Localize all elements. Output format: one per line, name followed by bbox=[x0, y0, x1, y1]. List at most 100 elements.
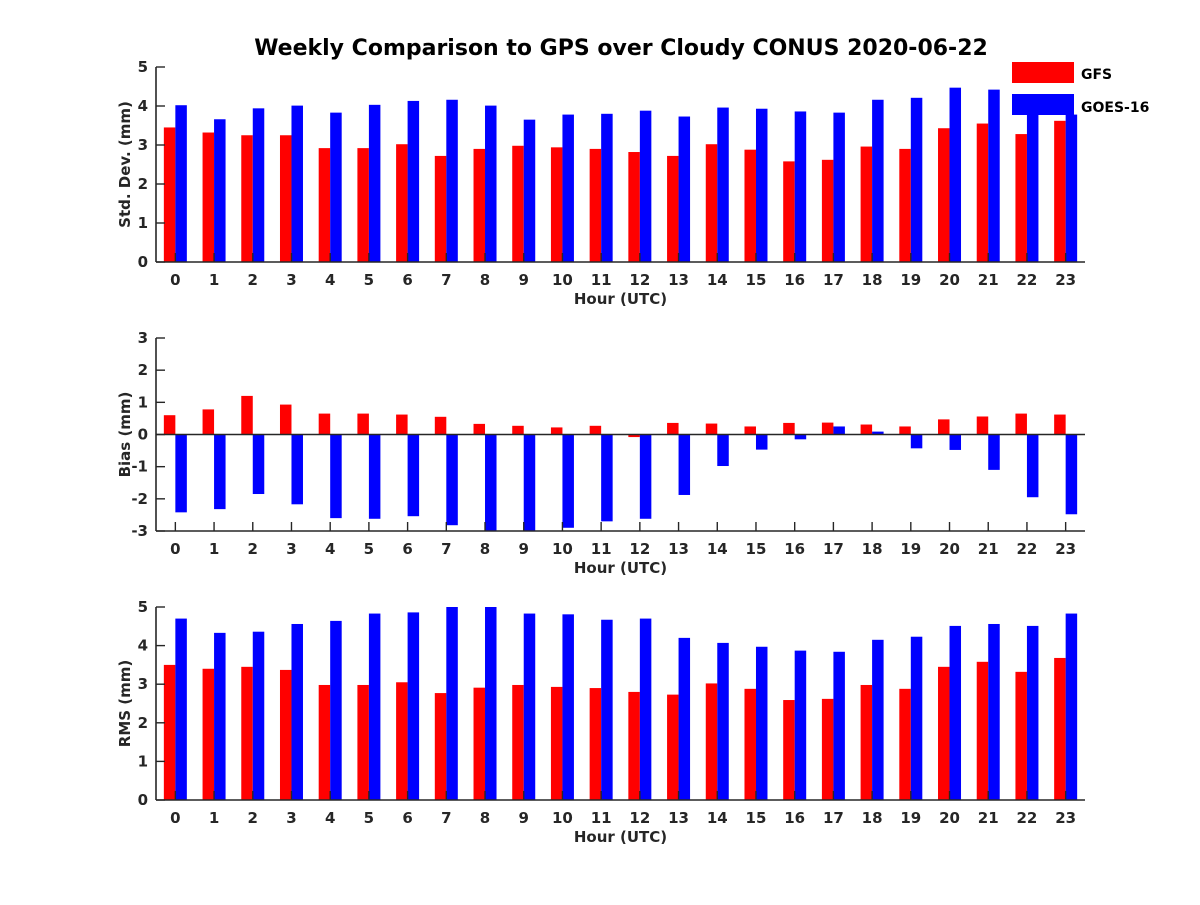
bar-goes16-0 bbox=[175, 434, 187, 513]
bar-gfs-23 bbox=[1054, 414, 1066, 435]
bar-goes16-6 bbox=[407, 434, 420, 517]
x-tick-label: 13 bbox=[668, 809, 689, 827]
bar-goes16-10 bbox=[562, 114, 574, 262]
x-tick-label: 0 bbox=[170, 540, 180, 558]
bar-gfs-3 bbox=[279, 404, 292, 435]
bar-goes16-10 bbox=[562, 434, 574, 528]
bar-goes16-15 bbox=[755, 108, 768, 262]
x-tick-label: 20 bbox=[939, 809, 960, 827]
bar-gfs-22 bbox=[1015, 413, 1027, 435]
bar-gfs-6 bbox=[396, 682, 408, 800]
x-tick-label: 10 bbox=[552, 540, 573, 558]
bar-gfs-9 bbox=[512, 425, 524, 435]
y-tick-label: -1 bbox=[131, 458, 148, 476]
y-tick-label: 0 bbox=[138, 791, 148, 809]
bar-goes16-7 bbox=[446, 99, 458, 262]
bar-gfs-5 bbox=[357, 684, 369, 800]
x-tick-label: 0 bbox=[170, 271, 180, 289]
bar-gfs-8 bbox=[473, 687, 486, 800]
bar-goes16-19 bbox=[910, 434, 923, 449]
x-tick-label: 11 bbox=[591, 809, 612, 827]
bar-goes16-21 bbox=[988, 434, 1000, 470]
y-tick-label: 4 bbox=[138, 97, 148, 115]
x-tick-label: 5 bbox=[364, 540, 374, 558]
bar-goes16-22 bbox=[1026, 625, 1039, 800]
x-tick-label: 0 bbox=[170, 809, 180, 827]
bar-goes16-8 bbox=[485, 434, 497, 531]
y-tick-label: -3 bbox=[131, 522, 148, 540]
x-tick-label: 22 bbox=[1017, 271, 1038, 289]
x-tick-label: 2 bbox=[248, 809, 258, 827]
x-tick-label: 3 bbox=[286, 540, 296, 558]
bar-gfs-16 bbox=[783, 700, 795, 800]
bar-gfs-12 bbox=[628, 691, 640, 800]
bar-goes16-22 bbox=[1026, 434, 1039, 498]
bar-gfs-22 bbox=[1015, 671, 1027, 800]
bar-goes16-7 bbox=[446, 607, 458, 800]
y-tick-label: 2 bbox=[138, 361, 148, 379]
bar-goes16-7 bbox=[446, 434, 458, 526]
x-tick-label: 6 bbox=[402, 540, 412, 558]
x-tick-label: 18 bbox=[862, 540, 883, 558]
bar-goes16-13 bbox=[678, 637, 691, 800]
x-tick-label: 1 bbox=[209, 540, 219, 558]
bar-goes16-9 bbox=[523, 613, 536, 800]
x-tick-label: 20 bbox=[939, 540, 960, 558]
bar-gfs-11 bbox=[589, 688, 602, 800]
bar-goes16-23 bbox=[1065, 114, 1078, 262]
x-tick-label: 14 bbox=[707, 271, 728, 289]
x-tick-label: 16 bbox=[784, 540, 805, 558]
x-tick-label: 11 bbox=[591, 271, 612, 289]
bar-gfs-14 bbox=[705, 144, 718, 262]
x-tick-label: 19 bbox=[900, 540, 921, 558]
x-tick-label: 10 bbox=[552, 809, 573, 827]
bar-goes16-0 bbox=[175, 618, 187, 800]
bar-gfs-17 bbox=[821, 422, 834, 435]
bar-goes16-2 bbox=[252, 631, 265, 800]
x-tick-label: 8 bbox=[480, 809, 490, 827]
bar-gfs-13 bbox=[667, 422, 679, 435]
x-tick-label: 23 bbox=[1055, 809, 1076, 827]
bar-goes16-14 bbox=[717, 642, 729, 800]
x-tick-label: 4 bbox=[325, 540, 335, 558]
bar-gfs-10 bbox=[550, 686, 563, 800]
bar-gfs-19 bbox=[899, 688, 911, 800]
bar-goes16-2 bbox=[252, 434, 265, 495]
legend-label-goes16: GOES-16 bbox=[1081, 100, 1149, 116]
x-tick-label: 13 bbox=[668, 540, 689, 558]
bar-goes16-6 bbox=[407, 100, 420, 263]
bar-gfs-21 bbox=[976, 123, 989, 262]
x-tick-label: 20 bbox=[939, 271, 960, 289]
bar-goes16-8 bbox=[485, 105, 497, 262]
x-tick-label: 19 bbox=[900, 271, 921, 289]
x-tick-label: 7 bbox=[441, 271, 451, 289]
bar-gfs-18 bbox=[860, 684, 873, 800]
bar-goes16-1 bbox=[214, 434, 226, 510]
bar-gfs-8 bbox=[473, 423, 486, 435]
legend-label-gfs: GFS bbox=[1081, 67, 1112, 83]
bar-gfs-11 bbox=[589, 148, 602, 262]
y-tick-label: 1 bbox=[138, 214, 148, 232]
x-tick-label: 14 bbox=[707, 809, 728, 827]
bar-goes16-20 bbox=[949, 434, 962, 450]
bar-goes16-5 bbox=[368, 613, 381, 800]
x-tick-label: 5 bbox=[364, 809, 374, 827]
x-tick-label: 18 bbox=[862, 271, 883, 289]
bar-goes16-13 bbox=[678, 434, 691, 495]
bar-goes16-18 bbox=[872, 431, 884, 435]
x-tick-label: 11 bbox=[591, 540, 612, 558]
x-tick-label: 6 bbox=[402, 809, 412, 827]
x-tick-label: 4 bbox=[325, 809, 335, 827]
x-tick-label: 1 bbox=[209, 809, 219, 827]
bar-gfs-2 bbox=[241, 666, 253, 800]
bar-goes16-9 bbox=[523, 434, 536, 531]
bar-goes16-11 bbox=[601, 434, 613, 522]
x-tick-label: 12 bbox=[629, 540, 650, 558]
y-tick-label: 2 bbox=[138, 714, 148, 732]
bar-gfs-4 bbox=[318, 413, 331, 435]
bar-goes16-20 bbox=[949, 625, 962, 800]
